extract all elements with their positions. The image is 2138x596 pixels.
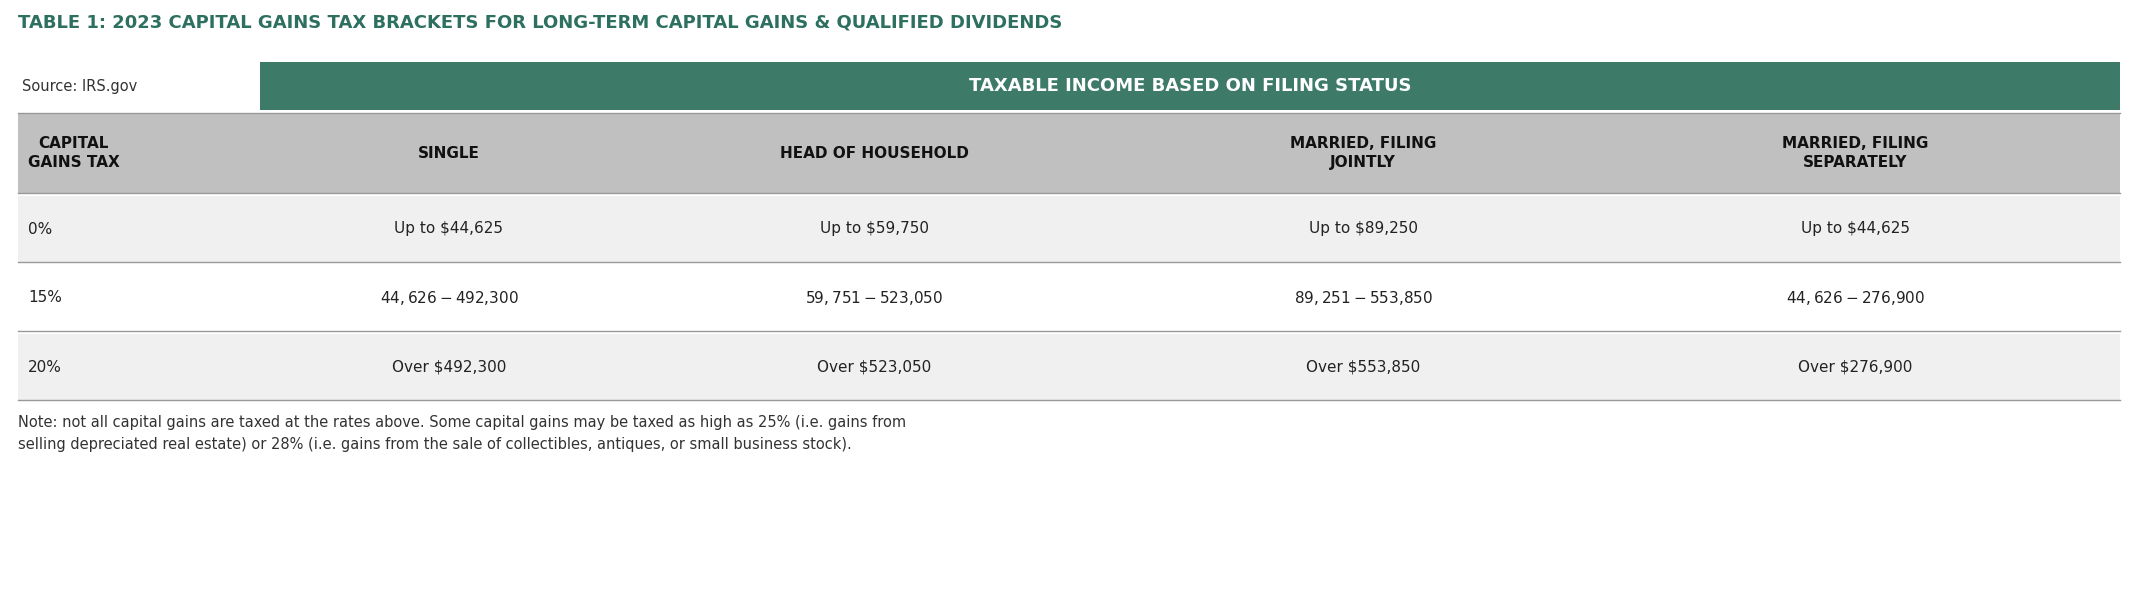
Text: $44,626 - $276,900: $44,626 - $276,900 (1785, 289, 1924, 307)
Text: 0%: 0% (28, 222, 51, 237)
Text: 20%: 20% (28, 359, 62, 374)
Bar (17, 113, 2121, 193)
Text: TABLE 1: 2023 CAPITAL GAINS TAX BRACKETS FOR LONG-TERM CAPITAL GAINS & QUALIFIED: TABLE 1: 2023 CAPITAL GAINS TAX BRACKETS… (17, 14, 1063, 32)
Text: Note: not all capital gains are taxed at the rates above. Some capital gains may: Note: not all capital gains are taxed at… (17, 415, 907, 452)
Text: $59,751 - $523,050: $59,751 - $523,050 (806, 289, 943, 307)
Bar (17, 265, 2121, 331)
Text: Source: IRS.gov: Source: IRS.gov (21, 79, 137, 94)
Text: Over $492,300: Over $492,300 (391, 359, 507, 374)
Text: Up to $89,250: Up to $89,250 (1308, 222, 1417, 237)
Text: Up to $44,625: Up to $44,625 (393, 222, 502, 237)
Text: HEAD OF HOUSEHOLD: HEAD OF HOUSEHOLD (780, 145, 969, 160)
Text: Over $523,050: Over $523,050 (817, 359, 932, 374)
Text: 15%: 15% (28, 290, 62, 306)
Text: Over $553,850: Over $553,850 (1306, 359, 1420, 374)
Text: SINGLE: SINGLE (417, 145, 479, 160)
Text: Up to $59,750: Up to $59,750 (821, 222, 930, 237)
Text: $44,626 - $492,300: $44,626 - $492,300 (381, 289, 517, 307)
Text: Up to $44,625: Up to $44,625 (1800, 222, 1909, 237)
Text: CAPITAL
GAINS TAX: CAPITAL GAINS TAX (28, 136, 120, 170)
Bar (17, 196, 2121, 262)
Text: MARRIED, FILING
JOINTLY: MARRIED, FILING JOINTLY (1289, 136, 1437, 170)
Text: MARRIED, FILING
SEPARATELY: MARRIED, FILING SEPARATELY (1781, 136, 1928, 170)
Bar (259, 62, 2121, 110)
Text: $89,251 - $553,850: $89,251 - $553,850 (1293, 289, 1432, 307)
Bar (17, 334, 2121, 400)
Text: Over $276,900: Over $276,900 (1798, 359, 1911, 374)
Text: TAXABLE INCOME BASED ON FILING STATUS: TAXABLE INCOME BASED ON FILING STATUS (969, 77, 1411, 95)
